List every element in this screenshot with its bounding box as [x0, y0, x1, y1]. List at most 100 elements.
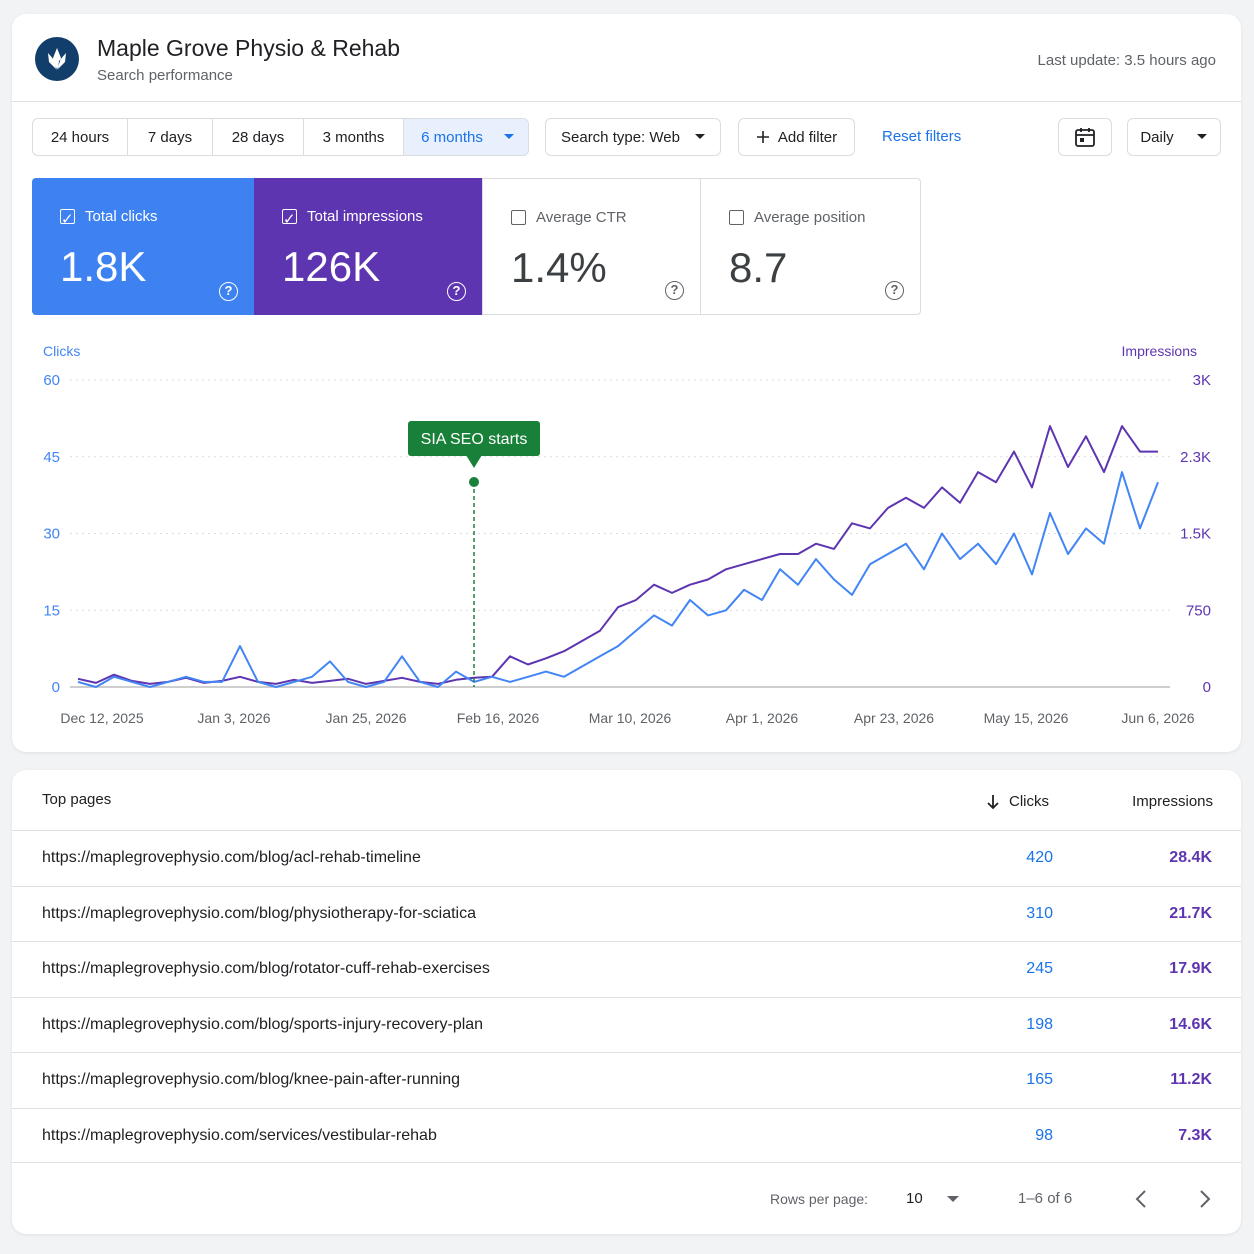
- table-row[interactable]: https://maplegrovephysio.com/blog/sports…: [12, 996, 1241, 1053]
- metric-card[interactable]: Average position 8.7?: [701, 178, 921, 315]
- x-tick-label: Jan 3, 2026: [197, 710, 270, 726]
- range-button[interactable]: 28 days: [213, 119, 304, 155]
- impressions-cell: 17.9K: [1169, 960, 1212, 977]
- page-url: https://maplegrovephysio.com/blog/knee-p…: [42, 1071, 461, 1088]
- clicks-cell: 165: [1026, 1071, 1053, 1088]
- y-tick-label: 60: [43, 372, 60, 389]
- range-group: 24 hours 7 days 28 days 3 months 6 month…: [32, 118, 529, 156]
- metric-label: Total impressions: [307, 208, 423, 225]
- site-title: Maple Grove Physio & Rehab: [97, 35, 400, 61]
- series-line: [77, 471, 1159, 688]
- calendar-button[interactable]: [1058, 118, 1112, 156]
- search-type-label: Search type: Web: [561, 128, 680, 146]
- table-row[interactable]: https://maplegrovephysio.com/blog/knee-p…: [12, 1052, 1241, 1108]
- page-url: https://maplegrovephysio.com/blog/rotato…: [42, 960, 490, 977]
- y2-tick-label: 1.5K: [1180, 526, 1211, 543]
- caret: [694, 134, 705, 139]
- chart: Clicks Impressions 0 15 30 45 60 0 750 1.5K 2.3K 3K…: [43, 343, 1211, 726]
- x-tick-label: Jun 6, 2026: [1121, 710, 1194, 726]
- range-button[interactable]: 24 hours: [33, 119, 128, 155]
- logo: [35, 37, 79, 81]
- help-icon[interactable]: ?: [665, 281, 684, 300]
- table-footer-line: [12, 1162, 1241, 1218]
- x-tick-label: Apr 23, 2026: [854, 710, 934, 726]
- metric-value: 8.7: [729, 244, 788, 291]
- next-page[interactable]: [1198, 1189, 1212, 1209]
- metric-label: Total clicks: [85, 208, 158, 225]
- caret: [504, 134, 514, 139]
- granularity-label: Daily: [1140, 128, 1174, 146]
- y-axis-title: Clicks: [43, 343, 80, 359]
- search-type[interactable]: Search type: Web: [545, 118, 721, 156]
- clicks-cell: 420: [1026, 849, 1053, 866]
- checkbox: ✓: [60, 209, 75, 228]
- page-range: 1–6 of 6: [1018, 1190, 1073, 1207]
- impressions-cell: 11.2K: [1170, 1071, 1212, 1088]
- metric-value: 126K: [282, 243, 381, 290]
- clicks-cell: 310: [1026, 904, 1053, 922]
- y2-tick-label: 3K: [1193, 372, 1211, 389]
- reset-filters[interactable]: Reset filters: [882, 128, 962, 145]
- subtitle: Search performance: [97, 67, 233, 84]
- range-button[interactable]: 3 months: [304, 119, 404, 155]
- rows-per-page-value[interactable]: 10: [906, 1190, 923, 1207]
- x-tick-label: Dec 12, 2025: [60, 710, 143, 726]
- metric-card[interactable]: ✓ Total impressions 126K?: [254, 178, 482, 315]
- checkbox: [511, 210, 526, 225]
- x-tick-label: Mar 10, 2026: [589, 710, 672, 726]
- add-filter[interactable]: Add filter: [738, 118, 855, 156]
- table-row[interactable]: https://maplegrovephysio.com/blog/rotato…: [12, 941, 1241, 997]
- table-card: [12, 770, 1241, 1234]
- clicks-cell: 198: [1026, 1015, 1053, 1033]
- impressions-cell: 28.4K: [1169, 849, 1212, 866]
- help-icon[interactable]: ?: [219, 282, 238, 301]
- y-tick-label: 45: [43, 449, 60, 466]
- x-tick-label: Jan 25, 2026: [326, 710, 407, 726]
- range-button[interactable]: 7 days: [128, 119, 213, 155]
- prev-page[interactable]: [1134, 1189, 1148, 1209]
- annotation-dot: [469, 477, 479, 487]
- y2-axis-title: Impressions: [1122, 343, 1197, 359]
- plus-icon: [756, 131, 769, 143]
- annotation-pointer: [466, 455, 482, 468]
- help-icon[interactable]: ?: [885, 281, 904, 300]
- table-row[interactable]: https://maplegrovephysio.com/blog/acl-re…: [12, 830, 1241, 886]
- y2-tick-label: 2.3K: [1180, 449, 1211, 466]
- y-tick-label: 0: [52, 679, 60, 696]
- help-icon[interactable]: ?: [447, 282, 466, 301]
- granularity[interactable]: Daily: [1127, 118, 1221, 156]
- divider: [12, 101, 1241, 102]
- rows-per-page-label: Rows per page:: [770, 1191, 869, 1207]
- annotation-badge: [408, 421, 540, 456]
- table-row[interactable]: https://maplegrovephysio.com/blog/physio…: [12, 885, 1241, 942]
- x-tick-label: May 15, 2026: [984, 710, 1069, 726]
- table-row[interactable]: https://maplegrovephysio.com/services/ve…: [12, 1107, 1241, 1164]
- clicks-cell: 98: [1035, 1126, 1053, 1144]
- calendar-icon: [1075, 128, 1095, 147]
- impressions-cell: 21.7K: [1169, 904, 1212, 922]
- page-url: https://maplegrovephysio.com/blog/sports…: [42, 1015, 484, 1033]
- y2-tick-label: 0: [1203, 679, 1211, 696]
- metric-card[interactable]: Average CTR 1.4%?: [482, 178, 701, 315]
- x-tick-label: Apr 1, 2026: [726, 710, 799, 726]
- last-update: Last update: 3.5 hours ago: [1037, 52, 1216, 69]
- page-url: https://maplegrovephysio.com/blog/acl-re…: [42, 849, 421, 866]
- clicks-cell: 245: [1026, 960, 1053, 977]
- metric-card[interactable]: ✓ Total clicks 1.8K?: [32, 178, 254, 315]
- caret: [1196, 134, 1207, 139]
- add-filter-label: Add filter: [777, 128, 838, 146]
- metric-label: Average position: [754, 209, 866, 226]
- metric-value: 1.4%: [511, 244, 607, 291]
- sort-arrow: [987, 795, 999, 810]
- column-header[interactable]: Impressions: [1132, 793, 1213, 810]
- metric-value: 1.8K: [60, 243, 147, 290]
- y2-tick-label: 750: [1186, 602, 1211, 619]
- page-url: https://maplegrovephysio.com/services/ve…: [42, 1126, 437, 1144]
- column-header[interactable]: Clicks: [1009, 793, 1049, 810]
- checkbox: [729, 210, 744, 225]
- x-tick-label: Feb 16, 2026: [457, 710, 540, 726]
- checkbox: ✓: [282, 209, 297, 228]
- page-url: https://maplegrovephysio.com/blog/physio…: [42, 904, 476, 922]
